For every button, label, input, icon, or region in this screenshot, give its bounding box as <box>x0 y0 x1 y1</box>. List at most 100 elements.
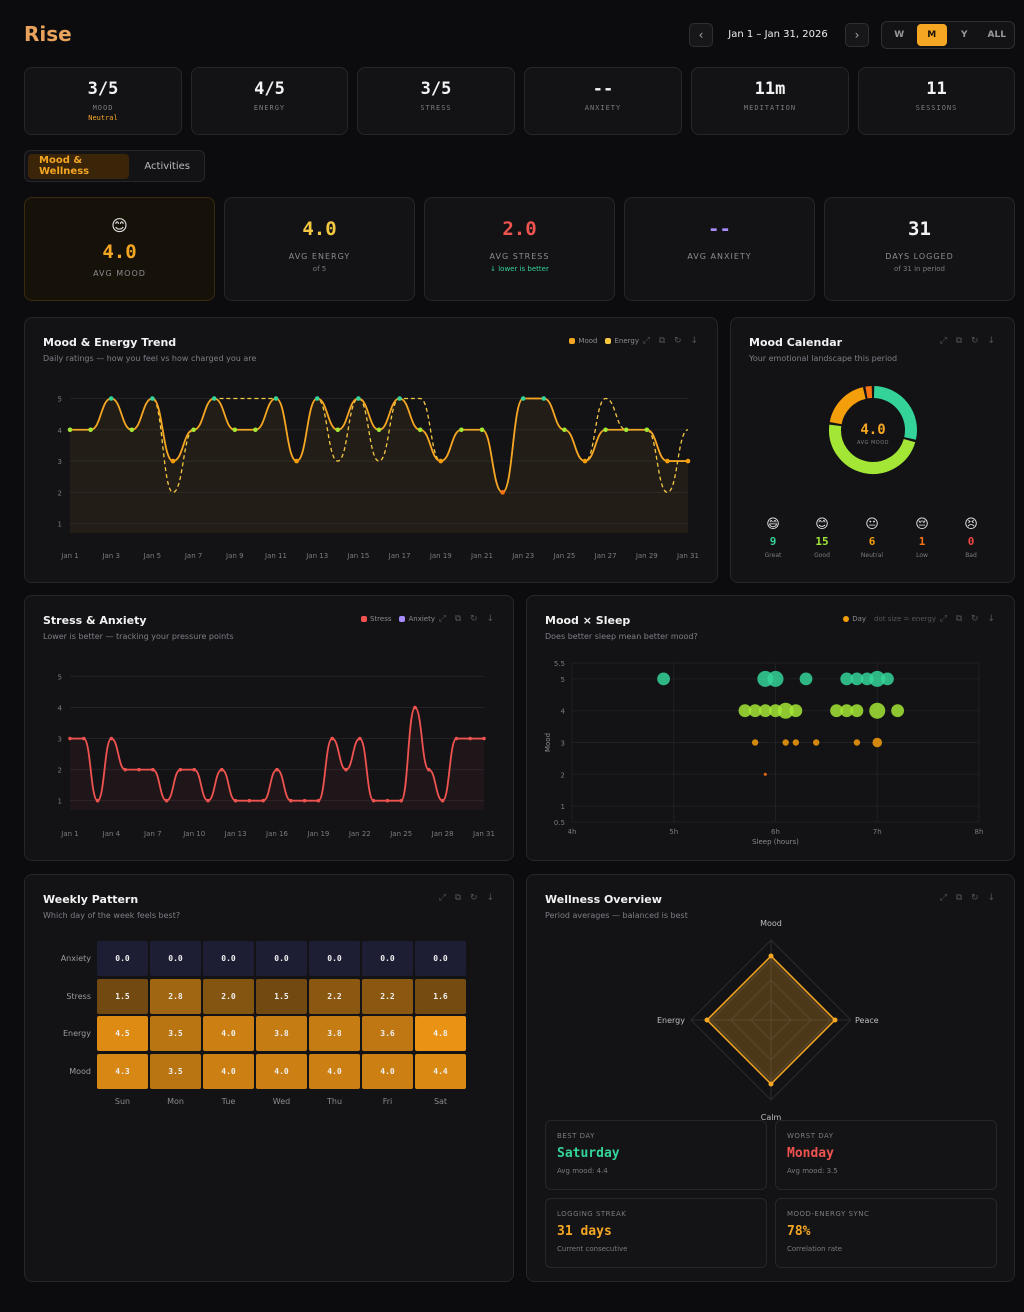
heatmap-cell[interactable]: 3.5 <box>150 1016 201 1051</box>
heatmap-cell[interactable]: 4.0 <box>256 1053 307 1089</box>
prev-period-button[interactable]: ‹ <box>689 23 713 47</box>
radar-point <box>768 1081 774 1087</box>
radar-point <box>832 1017 838 1023</box>
legend-item-mood[interactable]: Mood <box>569 337 597 345</box>
stress-point <box>233 798 238 803</box>
heatmap-cell[interactable]: 1.5 <box>97 978 148 1014</box>
heatmap-cell[interactable]: 0.0 <box>150 941 201 976</box>
stress-point <box>151 767 155 772</box>
calendar-count: 6 <box>868 535 876 548</box>
x-tick-label: Jan 13 <box>224 830 247 838</box>
stress-point <box>192 767 196 772</box>
mood-point <box>232 427 238 433</box>
next-period-button[interactable]: › <box>845 23 869 47</box>
heatmap-cell[interactable]: 3.6 <box>362 1016 413 1051</box>
x-tick-label: Jan 21 <box>470 552 493 560</box>
heatmap-cell[interactable]: 1.6 <box>415 978 466 1014</box>
stress-point <box>385 798 390 803</box>
x-tick-label: Jan 9 <box>225 552 243 560</box>
chart-toolbar-icons[interactable]: ⤢ ⧉ ↻ ↓ <box>642 336 701 346</box>
panel-title: Stress & Anxiety <box>43 614 147 627</box>
heatmap-cell[interactable]: 2.2 <box>309 978 360 1014</box>
panel-wellness-overview: Wellness Overview Period averages — bala… <box>526 874 1015 1282</box>
mood-point <box>582 458 588 464</box>
chart-toolbar-icons[interactable]: ⤢ ⧉ ↻ ↓ <box>939 336 998 346</box>
y-tick-label: 2 <box>58 767 62 775</box>
range-year-button[interactable]: Y <box>960 30 968 40</box>
legend-item-energy[interactable]: Energy <box>605 337 639 345</box>
x-tick-label: Jan 19 <box>306 830 329 838</box>
y-tick-label: 2 <box>58 489 62 497</box>
scatter-point <box>792 739 800 746</box>
scatter-point <box>840 704 854 718</box>
heatmap-cell[interactable]: 3.5 <box>150 1053 201 1089</box>
heatmap-cell[interactable]: 3.8 <box>256 1016 307 1051</box>
stat-value: -- <box>592 79 614 99</box>
mood-area <box>70 398 688 533</box>
range-all-button[interactable]: ALL <box>987 30 1006 40</box>
heatmap-cell[interactable]: 4.0 <box>203 1053 254 1089</box>
heatmap-cell[interactable]: 0.0 <box>256 941 307 976</box>
chart-toolbar-icons[interactable]: ⤢ ⧉ ↻ ↓ <box>438 893 497 903</box>
heatmap-cell[interactable]: 4.0 <box>309 1053 360 1089</box>
wellness-radar-chart: Mood Peace Calm Energy <box>657 919 879 1122</box>
radar-point <box>768 953 774 959</box>
donut-slice-neutral <box>829 387 866 425</box>
calendar-label: Great <box>764 552 782 559</box>
insight-value: 78% <box>787 1224 811 1239</box>
range-month-button[interactable]: M <box>916 24 947 46</box>
legend-item-day[interactable]: Day <box>843 615 866 623</box>
insight-logging-streak: LOGGING STREAK 31 days Current consecuti… <box>545 1198 767 1268</box>
calendar-label: Neutral <box>860 552 884 559</box>
heatmap-cell[interactable]: 0.0 <box>415 941 466 976</box>
tab-mood-wellness[interactable]: Mood & Wellness <box>28 153 130 179</box>
heatmap-cell[interactable]: 1.5 <box>256 978 307 1014</box>
panel-mood-calendar: Mood Calendar Your emotional landscape t… <box>730 317 1015 583</box>
heatmap-cell[interactable]: 2.8 <box>150 978 201 1014</box>
heatmap-cell[interactable]: 0.0 <box>309 941 360 976</box>
panel-subtitle: Lower is better — tracking your pressure… <box>43 632 234 641</box>
heatmap-column-label: Fri <box>382 1097 393 1106</box>
stat-value: 3/5 <box>420 79 452 99</box>
calendar-count: 15 <box>815 535 829 548</box>
kpi-label: AVG ANXIETY <box>687 252 752 261</box>
heatmap-cell[interactable]: 2.0 <box>203 978 254 1014</box>
stress-point <box>82 736 86 741</box>
heatmap-cell[interactable]: 0.0 <box>203 941 254 976</box>
mood-point <box>211 396 217 401</box>
calendar-label: Good <box>814 552 830 559</box>
heatmap-cell[interactable]: 4.0 <box>203 1016 254 1051</box>
chart-toolbar-icons[interactable]: ⤢ ⧉ ↻ ↓ <box>939 893 998 903</box>
heatmap-cell[interactable]: 0.0 <box>362 941 413 976</box>
stress-point <box>289 798 293 803</box>
heatmap-cell[interactable]: 0.0 <box>97 941 148 976</box>
tab-activities[interactable]: Activities <box>144 160 190 172</box>
legend-item-anxiety[interactable]: Anxiety <box>399 615 435 623</box>
donut-center: 4.0 AVG MOOD <box>843 422 903 446</box>
legend-item-stress[interactable]: Stress <box>360 615 391 623</box>
x-tick-label: Jan 4 <box>102 830 121 838</box>
chart-toolbar-icons[interactable]: ⤢ ⧉ ↻ ↓ <box>438 614 497 624</box>
heatmap-cell[interactable]: 4.4 <box>415 1053 466 1089</box>
insight-best-day: BEST DAY Saturday Avg mood: 4.4 <box>545 1120 767 1190</box>
scatter-point <box>789 704 803 718</box>
mood-point <box>417 427 423 433</box>
heatmap-cell[interactable]: 4.8 <box>415 1016 466 1051</box>
heatmap-cell[interactable]: 4.3 <box>97 1053 148 1089</box>
mood-point <box>541 396 547 401</box>
heatmap-cell[interactable]: 4.5 <box>97 1016 148 1051</box>
heatmap-column-label: Mon <box>167 1097 184 1106</box>
donut-slice-low <box>865 386 873 399</box>
stress-point <box>261 798 265 803</box>
heatmap-cell[interactable]: 4.0 <box>362 1053 413 1089</box>
chart-toolbar-icons[interactable]: ⤢ ⧉ ↻ ↓ <box>939 614 998 624</box>
mood-face-icon: 😔 <box>915 517 929 532</box>
donut-center-value: 4.0 <box>860 422 886 438</box>
range-week-button[interactable]: W <box>894 30 905 40</box>
mood-point <box>685 458 691 464</box>
radar-area <box>705 954 837 1086</box>
heatmap-cell[interactable]: 3.8 <box>309 1016 360 1051</box>
heatmap-cell[interactable]: 2.2 <box>362 978 413 1014</box>
stat-card-stress: 3/5 STRESS <box>357 67 515 135</box>
stat-value: 3/5 <box>87 79 119 99</box>
